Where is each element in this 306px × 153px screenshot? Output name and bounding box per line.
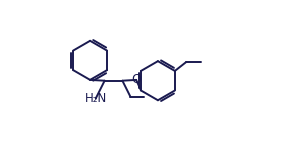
Text: H₂N: H₂N (85, 92, 107, 105)
Text: O: O (131, 73, 141, 86)
